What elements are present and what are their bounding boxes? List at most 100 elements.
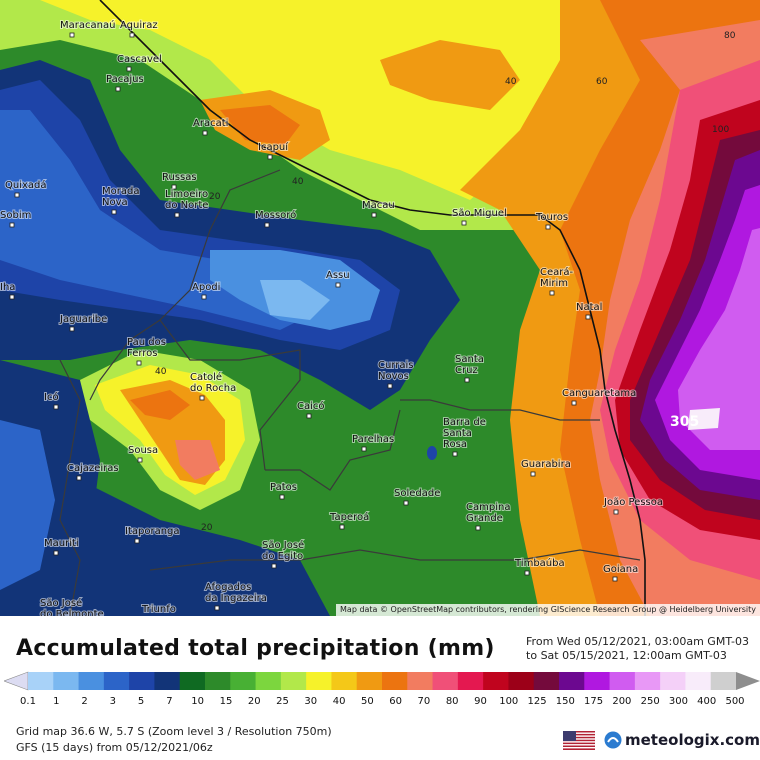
city-dot — [264, 222, 270, 228]
scale-swatch — [53, 672, 80, 690]
city-tapero-: Taperoá — [328, 510, 370, 530]
scale-swatch — [255, 672, 282, 690]
period-from: From Wed 05/12/2021, 03:00am GMT-03 — [526, 635, 749, 648]
city-dot — [199, 395, 205, 401]
city-label: Mirim — [540, 278, 568, 289]
city-sobim: Sobim — [0, 209, 32, 228]
city-goiana: Goiana — [602, 563, 639, 582]
scale-swatch — [609, 672, 636, 690]
city-label: São José — [262, 539, 304, 551]
scale-swatch — [559, 672, 585, 690]
city-label: Soledade — [394, 488, 440, 499]
city-jaguaribe: Jaguaribe — [58, 313, 108, 332]
city-dot — [111, 209, 117, 215]
scale-swatch — [179, 672, 206, 690]
city-dot — [571, 400, 577, 406]
scale-swatch — [103, 672, 130, 690]
city-ic-: Icó — [43, 390, 60, 410]
city-label: Limoeiro — [165, 189, 208, 200]
scale-swatch — [356, 672, 383, 690]
city-label: Cascavel — [117, 54, 162, 65]
city-dot — [9, 294, 15, 300]
city-dot — [129, 32, 135, 38]
city-dot — [387, 383, 393, 389]
city-quixad-: Quixadá — [4, 178, 48, 198]
city-label: Aquiraz — [120, 20, 158, 31]
city-label: Jaguaribe — [59, 314, 107, 325]
scale-tick-label: 175 — [584, 696, 604, 707]
city-maracana-: Maracanaú — [59, 18, 116, 38]
scale-swatch — [407, 672, 434, 690]
city-dot — [613, 509, 619, 515]
scale-tick-label: 100 — [499, 696, 519, 707]
scale-tick-label: 2 — [81, 696, 88, 707]
city-caic-: Caicó — [296, 399, 326, 419]
city-label: Parelhas — [352, 434, 394, 445]
city-dot — [524, 570, 530, 576]
city-label: Taperoá — [329, 511, 369, 523]
city-dot — [171, 184, 177, 190]
contour-label: 80 — [724, 31, 736, 41]
city-dot — [115, 86, 121, 92]
contour-label: 40 — [292, 177, 304, 187]
city-dot — [202, 130, 208, 136]
legend-title: Accumulated total precipitation (mm) — [16, 636, 495, 661]
scale-swatch — [205, 672, 231, 690]
city-iha: Iha — [0, 281, 16, 300]
scale-swatch — [457, 672, 484, 690]
city-dot — [271, 563, 277, 569]
scale-tick-label: 60 — [389, 696, 402, 707]
period-to: to Sat 05/15/2021, 12:00am GMT-03 — [526, 649, 727, 662]
city-label: do Rocha — [190, 383, 236, 394]
grid-info: Grid map 36.6 W, 5.7 S (Zoom level 3 / R… — [16, 725, 332, 738]
city-mauriti: Mauriti — [43, 537, 80, 556]
scale-swatch — [129, 672, 155, 690]
scale-tick-label: 30 — [304, 696, 318, 707]
city-label: Natal — [576, 302, 602, 313]
city-timba-ba: Timbaúba — [513, 556, 566, 576]
city-aquiraz: Aquiraz — [119, 19, 159, 38]
reservoir — [427, 446, 437, 460]
city-russas: Russas — [161, 171, 198, 190]
scale-swatch — [483, 672, 509, 690]
city-label: Mossoró — [255, 209, 296, 221]
city-dot — [461, 220, 467, 226]
scale-tick-label: 90 — [474, 696, 487, 707]
city-guarabira: Guarabira — [520, 458, 572, 477]
city-soledade: Soledade — [393, 487, 441, 506]
city-dot — [136, 360, 142, 366]
city-label: Cajazeiras — [67, 463, 119, 474]
scale-tick-label: 70 — [417, 696, 431, 707]
scale-tick-label: 200 — [612, 696, 632, 707]
scale-tick-label: 10 — [191, 696, 205, 707]
city-label: Sousa — [128, 445, 158, 456]
city-label: Santa — [443, 428, 472, 439]
meteologix-icon — [604, 731, 622, 749]
city-label: Barra de — [443, 417, 486, 428]
scale-swatch — [331, 672, 358, 690]
color-scale-labels: 0.1 1 2 3 5 7 10 15 20 25 30 40 50 60 70 80 90 100 125 150 1… — [0, 696, 760, 710]
city-label: Afogados — [205, 582, 251, 593]
city-dot — [214, 605, 220, 611]
city-label: do Belmonte — [40, 609, 104, 616]
city-label: Rosa — [443, 439, 467, 450]
city-dot — [530, 471, 536, 477]
city-dot — [134, 538, 140, 544]
city-label: da Ingazeira — [205, 593, 267, 604]
precipitation-map[interactable]: 40 60 80 100 20 40 20 40 305 Maracanaú Aq… — [0, 0, 760, 616]
meteologix-logo[interactable]: meteologix.com — [604, 730, 760, 750]
city-icapu-: Icapuí — [257, 140, 290, 160]
us-flag-icon[interactable] — [563, 731, 595, 750]
city-canguaretama: Canguaretama — [561, 387, 637, 406]
scale-tick-label: 7 — [166, 696, 173, 707]
state-borders — [59, 169, 641, 616]
city-itaporanga: Itaporanga — [124, 525, 181, 544]
city-dot — [69, 326, 75, 332]
city-label: Campina — [466, 502, 510, 513]
city-dot — [14, 192, 20, 198]
city-dot — [464, 377, 470, 383]
